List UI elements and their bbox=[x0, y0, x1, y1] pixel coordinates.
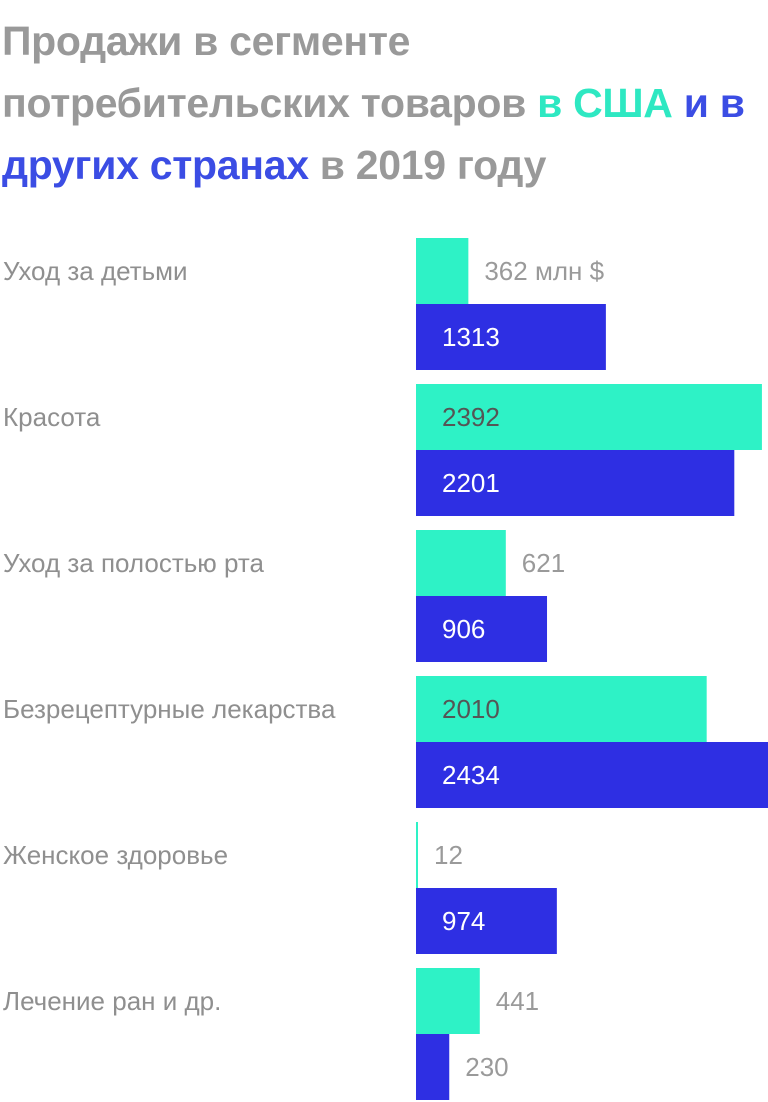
world-value-label: 974 bbox=[442, 906, 485, 936]
us-value-label: 621 bbox=[522, 548, 565, 578]
world-bar bbox=[416, 1034, 450, 1100]
title-highlight-world: и в других странах bbox=[2, 80, 745, 188]
world-value-label: 2201 bbox=[442, 468, 500, 498]
world-bar bbox=[416, 888, 557, 954]
world-value-label: 906 bbox=[442, 614, 485, 644]
category-label: Уход за полостью рта bbox=[3, 548, 265, 578]
title-part-1: Продажи в сегменте потребительских товар… bbox=[2, 18, 538, 126]
world-value-label: 2434 bbox=[442, 760, 500, 790]
us-bar bbox=[416, 530, 506, 596]
world-bar bbox=[416, 304, 606, 370]
title-part-3: в 2019 году bbox=[308, 142, 547, 188]
us-bar bbox=[416, 384, 762, 450]
chart-title: Продажи в сегменте потребительских товар… bbox=[2, 10, 766, 196]
world-bar bbox=[416, 450, 735, 516]
us-value-label: 2392 bbox=[442, 402, 500, 432]
category-label: Женское здоровье bbox=[3, 840, 228, 870]
us-value-label: 362 млн $ bbox=[484, 256, 604, 286]
us-value-label: 441 bbox=[496, 986, 539, 1016]
us-bar bbox=[416, 822, 418, 888]
world-value-label: 230 bbox=[465, 1052, 508, 1082]
us-value-label: 12 bbox=[434, 840, 463, 870]
us-bar bbox=[416, 676, 707, 742]
category-label: Уход за детьми bbox=[3, 256, 188, 286]
world-bar bbox=[416, 596, 548, 662]
category-label: Красота bbox=[3, 402, 101, 432]
world-value-label: 1313 bbox=[442, 322, 500, 352]
category-label: Лечение ран и др. bbox=[3, 986, 221, 1016]
us-bar bbox=[416, 968, 480, 1034]
category-label: Безрецептурные лекарства bbox=[3, 694, 336, 724]
us-bar bbox=[416, 238, 469, 304]
us-value-label: 2010 bbox=[442, 694, 500, 724]
title-highlight-us: в США bbox=[537, 80, 673, 126]
world-bar bbox=[416, 742, 768, 808]
